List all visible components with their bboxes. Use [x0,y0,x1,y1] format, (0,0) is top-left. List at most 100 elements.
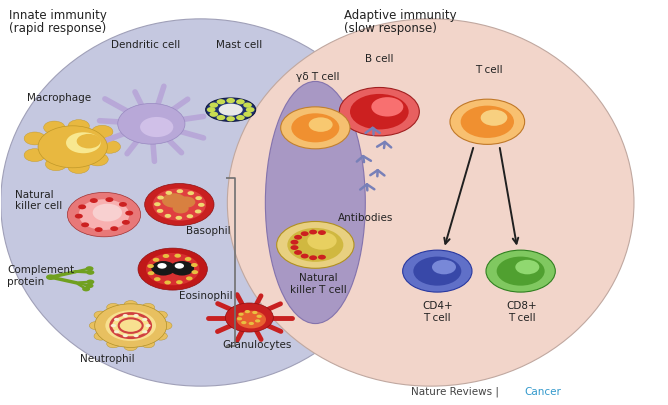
Circle shape [287,228,343,262]
Circle shape [75,214,83,219]
Circle shape [45,158,67,171]
Circle shape [243,102,252,108]
Circle shape [207,107,216,112]
Text: CD4+
T cell: CD4+ T cell [422,301,453,323]
Text: Antibodies: Antibodies [338,213,393,223]
Circle shape [124,343,138,351]
Circle shape [309,117,333,132]
Circle shape [138,248,207,290]
Circle shape [248,322,254,325]
Circle shape [158,263,167,269]
Circle shape [124,301,138,309]
Circle shape [24,149,45,162]
Circle shape [450,99,524,144]
Circle shape [481,110,507,126]
Circle shape [226,116,235,121]
Text: Nature Reviews |: Nature Reviews | [411,386,502,397]
Circle shape [95,304,167,347]
Circle shape [86,284,94,288]
Circle shape [134,334,139,337]
Circle shape [226,98,235,103]
Text: Complement
protein: Complement protein [7,265,75,287]
Circle shape [94,311,108,319]
Circle shape [142,330,148,333]
Circle shape [486,250,555,292]
Circle shape [106,197,114,202]
Circle shape [515,260,539,274]
Circle shape [176,196,195,208]
Circle shape [216,115,225,120]
Circle shape [413,257,462,286]
Circle shape [236,311,266,328]
Circle shape [142,340,155,348]
Circle shape [79,199,130,230]
Circle shape [145,183,214,226]
Text: T cell: T cell [475,65,502,75]
Text: Granulocytes: Granulocytes [222,339,292,350]
Circle shape [164,280,171,284]
Circle shape [154,311,168,319]
Circle shape [301,231,309,236]
Circle shape [174,254,181,258]
Circle shape [216,99,225,104]
Circle shape [154,202,161,206]
Circle shape [403,250,472,292]
Circle shape [68,119,90,132]
Circle shape [236,99,244,104]
Text: Adaptive immunity: Adaptive immunity [344,9,457,22]
Circle shape [123,334,128,337]
Circle shape [174,263,184,269]
Circle shape [238,313,244,316]
Text: (slow response): (slow response) [344,22,437,35]
Circle shape [152,261,175,275]
Circle shape [210,102,218,108]
Circle shape [93,204,122,222]
Circle shape [255,319,261,322]
Circle shape [153,188,206,221]
Circle shape [186,214,193,218]
Circle shape [38,126,108,168]
Circle shape [125,211,133,215]
Text: Eosinophil: Eosinophil [179,291,233,301]
Text: CD8+
T cell: CD8+ T cell [506,301,537,323]
Circle shape [291,245,299,250]
Circle shape [107,303,120,311]
Circle shape [461,106,514,138]
Circle shape [186,276,192,280]
Text: Basophil: Basophil [186,226,230,236]
Circle shape [87,153,108,166]
Circle shape [146,324,151,327]
Circle shape [114,330,120,333]
Circle shape [122,220,130,225]
Circle shape [257,315,262,318]
Circle shape [188,191,194,195]
Circle shape [195,209,202,213]
Ellipse shape [265,81,365,324]
Circle shape [146,253,199,285]
Text: Natural
killer T cell: Natural killer T cell [290,273,347,295]
Circle shape [318,255,326,260]
Circle shape [162,193,186,208]
Circle shape [191,263,198,267]
Circle shape [24,132,45,145]
Text: Neutrophil: Neutrophil [80,354,135,364]
Circle shape [301,254,309,258]
Circle shape [43,121,65,134]
Circle shape [157,209,164,213]
Text: Cancer: Cancer [524,387,561,397]
Circle shape [86,270,94,275]
Circle shape [170,261,194,275]
Ellipse shape [1,19,401,386]
Circle shape [111,324,116,327]
Circle shape [294,250,302,255]
Circle shape [318,230,326,235]
Circle shape [192,270,198,274]
Circle shape [77,134,101,148]
Circle shape [106,310,156,341]
Circle shape [243,112,252,117]
Circle shape [291,113,339,143]
Circle shape [277,222,354,268]
Circle shape [496,257,544,286]
Circle shape [162,254,169,258]
Circle shape [241,321,246,324]
